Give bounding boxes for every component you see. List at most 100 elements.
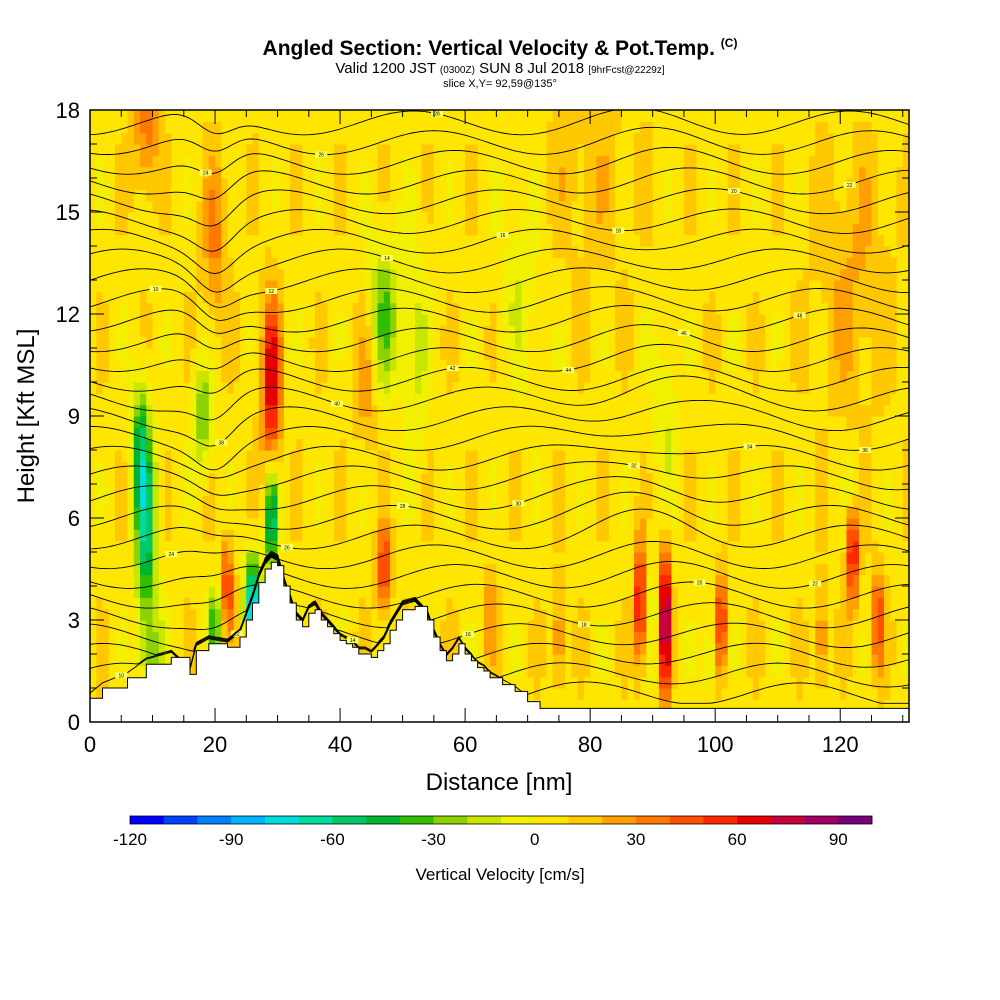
velocity-cell	[383, 121, 391, 134]
velocity-cell	[565, 665, 572, 678]
velocity-cell	[590, 291, 597, 304]
velocity-cell	[421, 472, 429, 485]
velocity-cell	[240, 597, 247, 610]
velocity-cell	[433, 620, 441, 632]
velocity-cell	[590, 393, 597, 406]
velocity-cell	[296, 280, 304, 292]
velocity-cell	[327, 144, 335, 156]
velocity-cell	[446, 189, 454, 202]
velocity-cell	[421, 325, 429, 338]
velocity-cell	[90, 257, 97, 270]
velocity-cell	[421, 314, 429, 326]
velocity-cell	[146, 495, 154, 508]
velocity-cell	[633, 178, 641, 190]
velocity-cell	[627, 586, 635, 598]
velocity-cell	[146, 574, 154, 587]
velocity-cell	[596, 336, 604, 349]
velocity-cell	[140, 370, 147, 383]
velocity-cell	[233, 189, 241, 202]
velocity-cell	[321, 291, 329, 304]
velocity-cell	[615, 472, 623, 485]
velocity-cell	[365, 314, 372, 326]
velocity-cell	[508, 110, 516, 122]
velocity-cell	[102, 302, 110, 315]
velocity-cell	[383, 178, 391, 190]
velocity-cell	[358, 291, 366, 304]
velocity-cell	[133, 257, 141, 270]
velocity-cell	[646, 563, 654, 576]
velocity-cell	[115, 552, 122, 564]
velocity-cell	[452, 121, 460, 134]
velocity-cell	[127, 200, 135, 213]
velocity-cell	[596, 359, 604, 372]
velocity-cell	[577, 472, 585, 485]
velocity-cell	[252, 552, 260, 564]
velocity-cell	[190, 665, 197, 678]
velocity-cell	[165, 121, 172, 134]
velocity-cell	[227, 370, 235, 383]
velocity-cell	[296, 495, 304, 508]
velocity-cell	[190, 540, 197, 553]
velocity-cell	[190, 484, 197, 496]
velocity-cell	[302, 529, 310, 542]
velocity-cell	[433, 404, 441, 417]
velocity-cell	[621, 620, 629, 632]
velocity-cell	[296, 325, 304, 338]
velocity-cell	[202, 427, 210, 440]
velocity-cell	[171, 427, 179, 440]
velocity-cell	[552, 529, 560, 542]
velocity-cell	[346, 518, 354, 530]
velocity-cell	[290, 393, 297, 406]
velocity-cell	[377, 563, 385, 576]
velocity-cell	[596, 699, 604, 712]
velocity-cell	[208, 382, 216, 394]
velocity-cell	[577, 552, 585, 564]
velocity-cell	[533, 665, 541, 678]
velocity-cell	[171, 178, 179, 190]
velocity-cell	[371, 427, 379, 440]
velocity-cell	[233, 325, 241, 338]
velocity-cell	[277, 348, 285, 360]
velocity-cell	[171, 563, 179, 576]
velocity-cell	[633, 450, 641, 462]
velocity-cell	[146, 450, 154, 462]
velocity-cell	[502, 382, 510, 394]
velocity-cell	[102, 325, 110, 338]
velocity-cell	[527, 132, 535, 145]
velocity-cell	[458, 450, 466, 462]
velocity-cell	[408, 212, 416, 224]
velocity-cell	[146, 563, 154, 576]
velocity-cell	[327, 427, 335, 440]
velocity-cell	[333, 257, 341, 270]
velocity-cell	[465, 370, 472, 383]
velocity-cell	[365, 359, 372, 372]
velocity-cell	[615, 404, 623, 417]
velocity-cell	[521, 563, 529, 576]
velocity-cell	[552, 132, 560, 145]
velocity-cell	[96, 132, 104, 145]
velocity-cell	[471, 642, 479, 655]
velocity-cell	[558, 370, 566, 383]
velocity-cell	[408, 166, 416, 179]
velocity-cell	[302, 110, 310, 122]
velocity-cell	[608, 110, 616, 122]
velocity-cell	[477, 416, 485, 428]
velocity-cell	[440, 370, 447, 383]
velocity-cell	[133, 280, 141, 292]
velocity-cell	[133, 393, 141, 406]
velocity-cell	[115, 393, 122, 406]
velocity-cell	[390, 586, 397, 598]
velocity-cell	[215, 234, 222, 247]
velocity-cell	[583, 268, 591, 281]
velocity-cell	[190, 438, 197, 451]
velocity-cell	[340, 246, 347, 258]
velocity-cell	[508, 348, 516, 360]
velocity-cell	[621, 200, 629, 213]
velocity-cell	[515, 620, 522, 632]
velocity-cell	[527, 665, 535, 678]
velocity-cell	[377, 416, 385, 428]
velocity-cell	[152, 393, 160, 406]
velocity-cell	[477, 280, 485, 292]
velocity-cell	[240, 608, 247, 621]
velocity-cell	[327, 518, 335, 530]
